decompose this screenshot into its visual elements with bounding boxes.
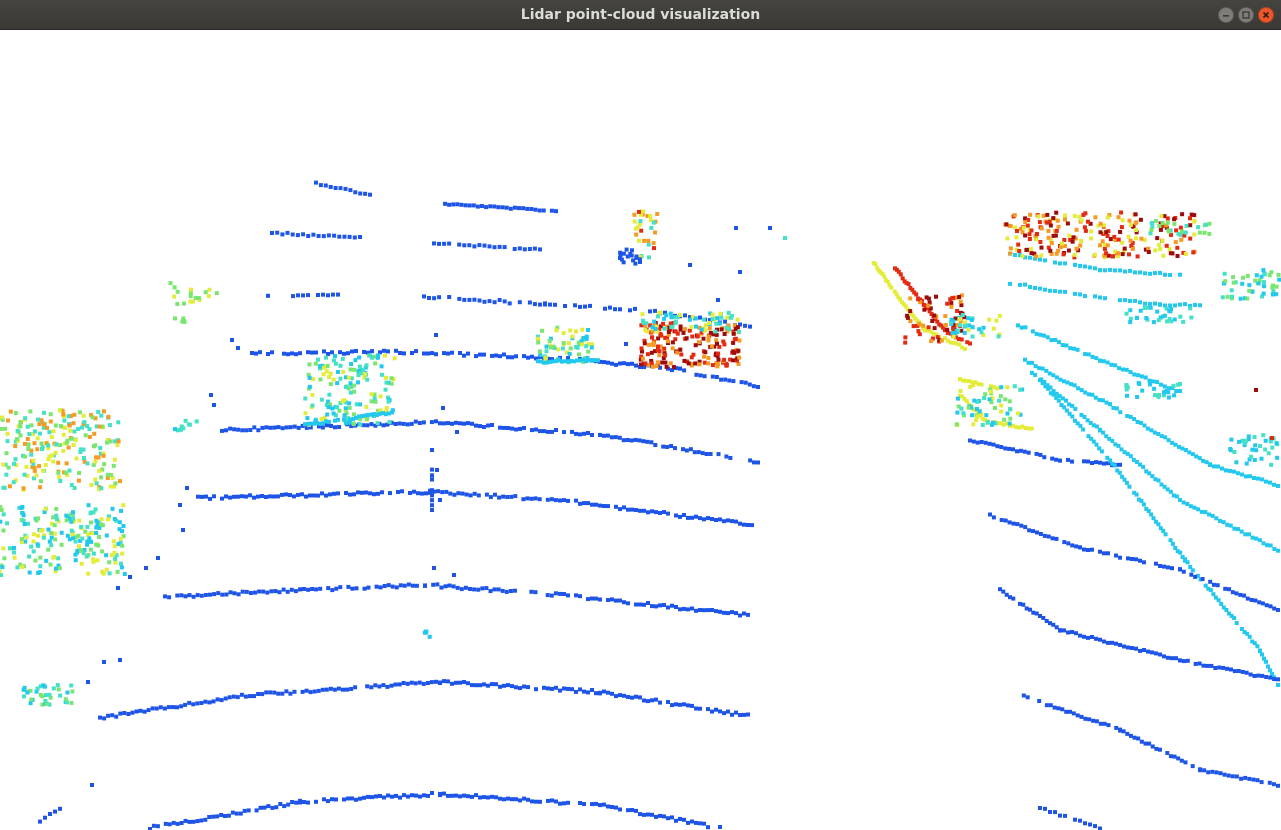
point-cloud-plot (0, 180, 1281, 830)
point-cloud-canvas[interactable] (0, 30, 1281, 830)
close-button[interactable] (1258, 7, 1274, 23)
close-icon (1262, 11, 1270, 19)
maximize-icon (1242, 11, 1250, 19)
maximize-button[interactable] (1238, 7, 1254, 23)
minimize-icon (1223, 15, 1229, 17)
title-bar[interactable]: Lidar point-cloud visualization (0, 0, 1281, 30)
window-title: Lidar point-cloud visualization (520, 7, 761, 23)
minimize-button[interactable] (1218, 7, 1234, 23)
